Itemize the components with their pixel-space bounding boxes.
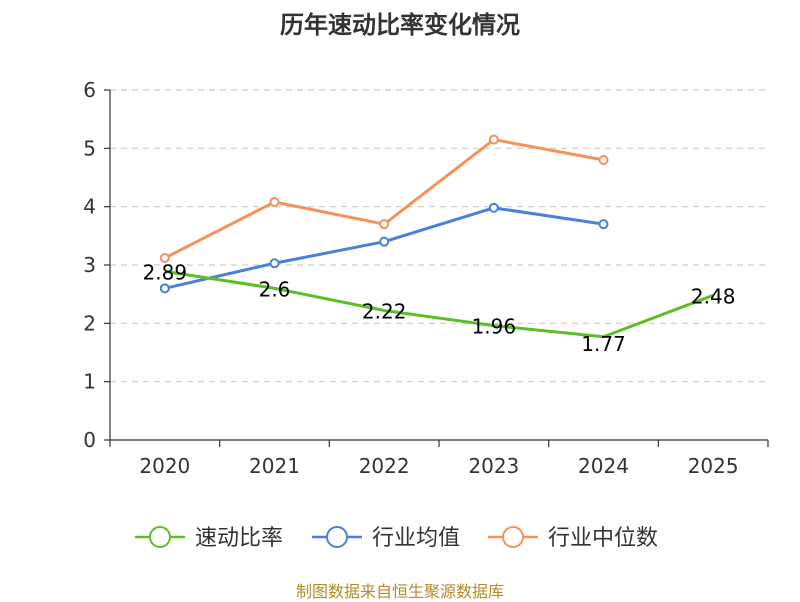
- y-tick-label-4: 4: [83, 195, 96, 219]
- series-line-0: [164, 269, 714, 339]
- chart-title: 历年速动比率变化情况: [280, 11, 520, 39]
- y-tick-label-0: 0: [83, 428, 96, 452]
- source-footer: 制图数据来自恒生聚源数据库: [295, 582, 504, 601]
- series-2-point-2024: [598, 155, 609, 165]
- series-1-point-2021: [269, 258, 280, 269]
- legend-marker-1: [326, 526, 348, 548]
- data-label-2021: 2.6: [259, 277, 291, 301]
- x-tick-label-2024: 2024: [578, 454, 629, 478]
- series-2-point-2020: [159, 253, 170, 263]
- data-label-2025: 2.48: [691, 284, 736, 308]
- series-2-point-2021: [269, 197, 280, 207]
- data-label-2023: 1.96: [472, 315, 517, 339]
- data-label-2022: 2.22: [362, 300, 407, 324]
- data-label-2020: 2.89: [143, 260, 188, 284]
- series-1-point-2023: [488, 202, 499, 213]
- x-tick-label-2022: 2022: [359, 454, 410, 478]
- x-tick-label-2021: 2021: [249, 454, 300, 478]
- y-tick-label-5: 5: [83, 136, 96, 160]
- legend-marker-0: [149, 526, 171, 548]
- y-tick-label-3: 3: [83, 253, 96, 277]
- series-2-point-2023: [488, 134, 499, 145]
- legend-label-2: 行业中位数: [548, 526, 658, 551]
- legend-marker-2: [502, 526, 524, 548]
- series-1-point-2022: [379, 236, 390, 247]
- series-1-point-2020: [159, 283, 170, 294]
- series-2-point-2022: [379, 219, 390, 230]
- y-tick-label-6: 6: [83, 78, 96, 102]
- y-tick-label-1: 1: [83, 370, 96, 394]
- data-label-2024: 1.77: [581, 332, 626, 356]
- x-tick-label-2025: 2025: [688, 454, 739, 478]
- series-1-point-2024: [598, 219, 609, 230]
- x-tick-label-2023: 2023: [468, 454, 519, 478]
- legend-label-1: 行业均值: [372, 526, 460, 551]
- y-tick-label-2: 2: [83, 311, 96, 335]
- legend-label-0: 速动比率: [195, 526, 283, 551]
- x-tick-label-2020: 2020: [139, 454, 190, 478]
